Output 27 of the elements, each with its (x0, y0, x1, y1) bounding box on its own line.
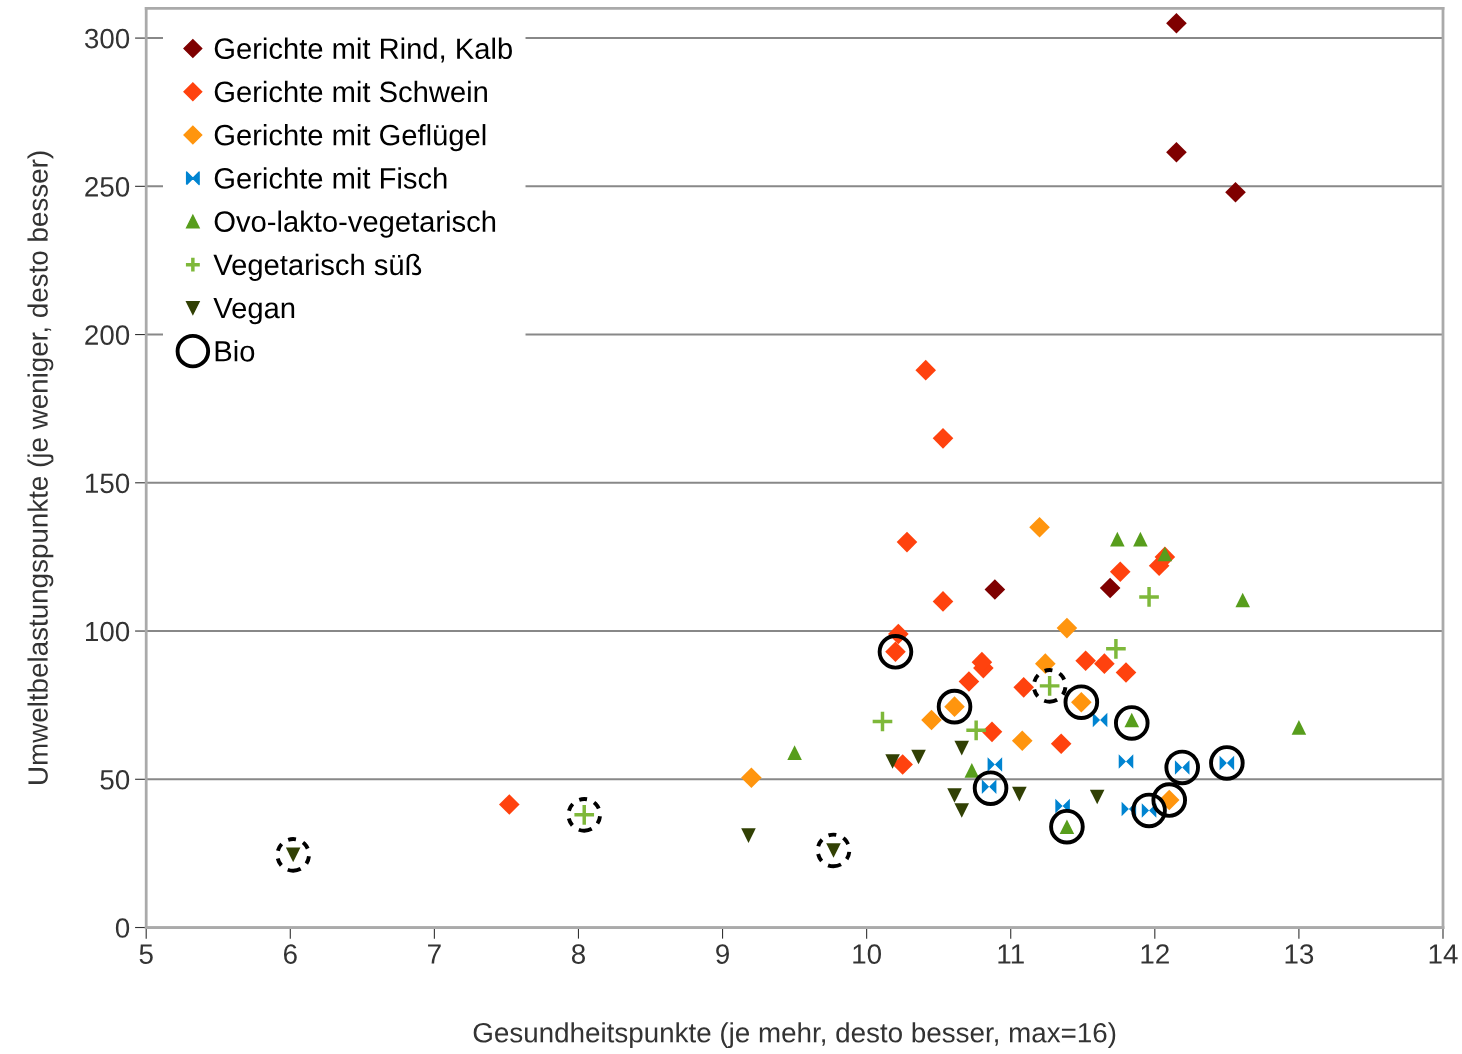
x-axis-title: Gesundheitspunkte (je mehr, desto besser, max=16) (473, 1022, 1116, 1049)
legend-label: Vegan (213, 298, 295, 325)
y-axis-title: Umweltbelastungspunkte (je weniger, desto besser) (27, 151, 54, 784)
y-tick-label: 100 (86, 621, 130, 642)
y-tick-label: 300 (84, 28, 130, 49)
legend-label: Vegetarisch süß (213, 253, 422, 281)
x-tick-label: 9 (716, 944, 729, 964)
x-tick-label: 14 (1429, 944, 1458, 964)
legend-label: Gerichte mit Fisch (214, 167, 447, 189)
x-tick-label: 11 (998, 944, 1024, 964)
legend-label: Gerichte mit Geflügel (214, 124, 486, 152)
y-tick-label: 0 (115, 918, 130, 938)
legend-label: Ovo-lakto-vegetarisch (214, 210, 496, 238)
x-tick-label: 12 (1141, 944, 1169, 964)
x-tick-label: 6 (283, 944, 297, 964)
y-tick-label: 50 (100, 769, 130, 790)
x-tick-label: 8 (571, 944, 585, 964)
y-tick-label: 150 (86, 473, 130, 494)
x-tick-label: 7 (428, 944, 441, 964)
y-tick-label: 250 (85, 176, 130, 197)
legend-label: Bio (215, 340, 255, 362)
y-tick-label: 200 (85, 325, 130, 345)
legend-label: Gerichte mit Schwein (214, 80, 487, 103)
x-tick-label: 10 (853, 944, 881, 964)
legend-label: Gerichte mit Rind, Kalb (214, 37, 512, 63)
x-tick-label: 13 (1285, 944, 1314, 964)
x-tick-label: 5 (139, 944, 153, 964)
